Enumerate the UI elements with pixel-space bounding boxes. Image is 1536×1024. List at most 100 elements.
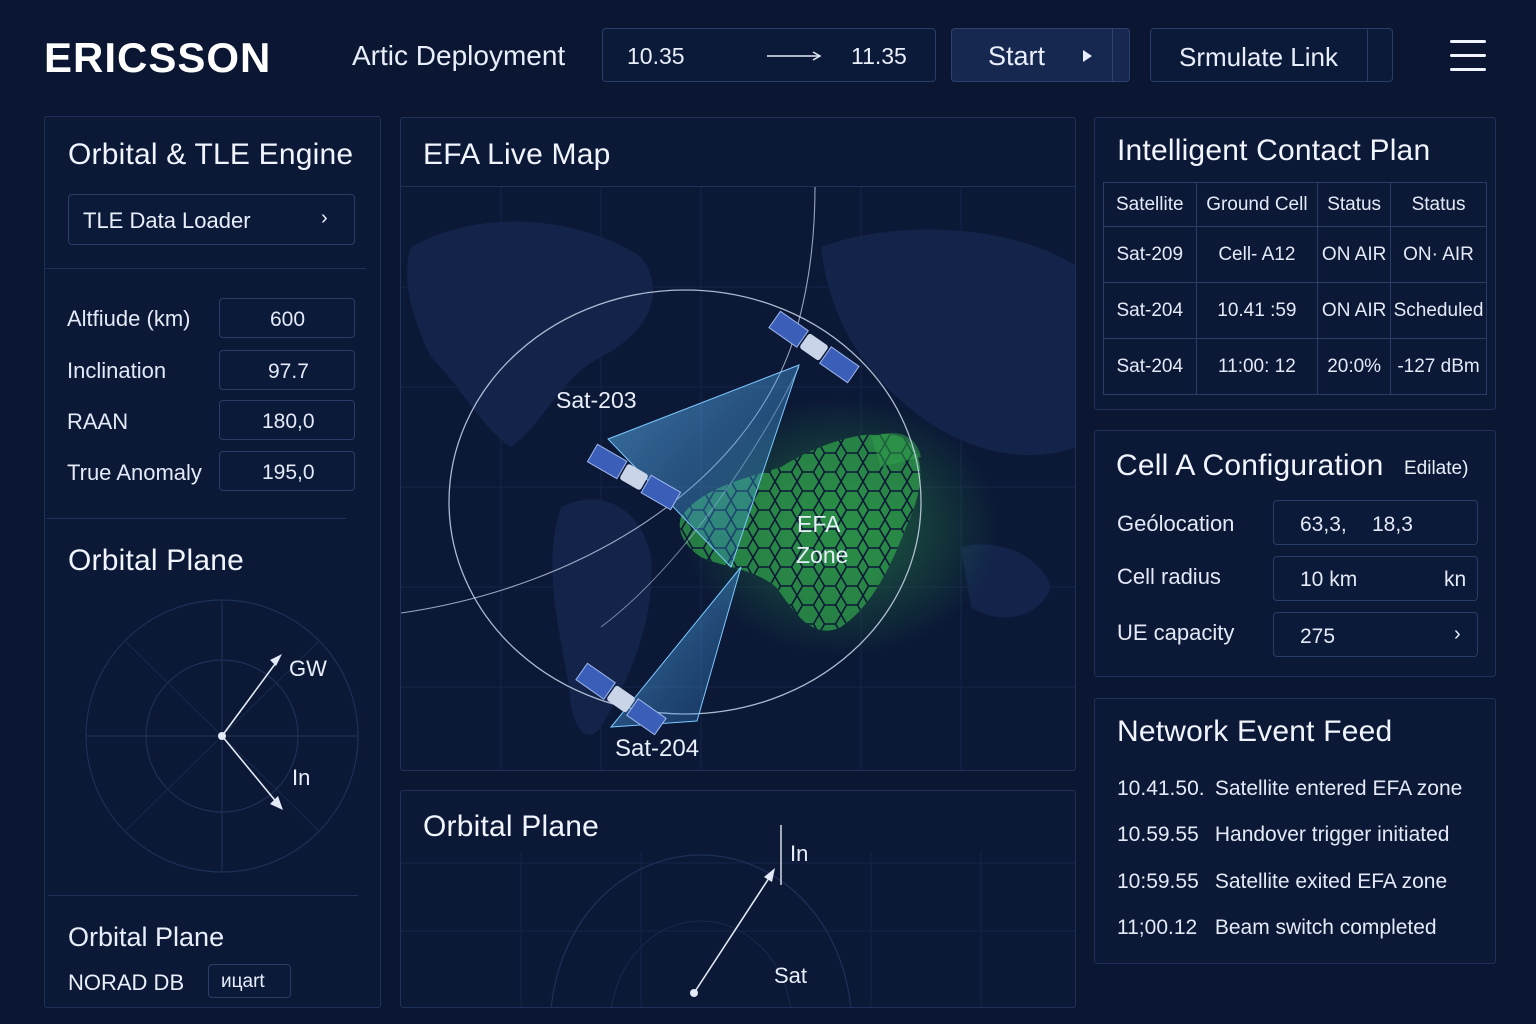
table-row[interactable]: Sat-204 11:00: 12 20:0% -127 dBm <box>1103 338 1487 395</box>
sat-204-label: Sat-204 <box>615 735 700 762</box>
geolocation-lon: 18,3 <box>1372 513 1413 536</box>
table-cell: ON AIR <box>1317 282 1392 339</box>
table-row[interactable]: Sat-204 10.41 :59 ON AIR Scheduled <box>1103 282 1487 339</box>
table-row[interactable]: Sat-209 Cell- A12 ON AIR ON· AIR <box>1103 226 1487 283</box>
in-label-left: In <box>292 765 311 790</box>
table-cell: 11:00: 12 <box>1195 338 1319 395</box>
tle-loader-label: TLE Data Loader <box>83 208 251 233</box>
deployment-title: Artic Deployment <box>352 40 566 71</box>
orbital-plane-bottom-title: Orbital Plane <box>423 810 600 843</box>
satellite-icon-204 <box>575 662 667 736</box>
altitude-input[interactable]: 600 <box>219 298 355 338</box>
start-button[interactable]: Start <box>951 28 1130 82</box>
event-row: 10.41.50. Satellite entered EFA zone <box>1117 777 1462 801</box>
true-anomaly-input[interactable]: 195,0 <box>219 451 355 491</box>
event-text: Satellite entered EFA zone <box>1214 777 1463 800</box>
contact-plan-table: Satellite Ground Cell Status Status Sat-… <box>1103 182 1487 395</box>
table-header-row: Satellite Ground Cell Status Status <box>1103 182 1487 227</box>
satellite-icon-top <box>768 310 860 384</box>
sat-label-bottom: Sat <box>774 963 808 988</box>
geolocation-lat: 63,3, <box>1300 513 1347 536</box>
true-anomaly-label: True Anomaly <box>67 460 202 485</box>
col-ground-cell: Ground Cell <box>1195 182 1319 227</box>
cell-config-title: Cell A Configuration <box>1116 449 1384 482</box>
norad-chart-button[interactable]: ицаrt <box>208 964 291 998</box>
norad-db-label: NORAD DB <box>68 970 185 995</box>
efa-zone-line1: EFA <box>797 511 841 537</box>
cell-radius-value: 10 km <box>1300 568 1358 591</box>
contact-plan-title: Intelligent Contact Plan <box>1117 134 1431 167</box>
event-time: 10.41.50. <box>1117 777 1205 800</box>
event-feed-title: Network Event Feed <box>1117 715 1393 748</box>
event-time: 10.59.55 <box>1117 823 1199 846</box>
cell-radius-label: Cell radius <box>1117 564 1221 589</box>
orbital-plane-bottom-panel <box>400 790 1076 1008</box>
raan-value: 180,0 <box>262 410 315 433</box>
table-cell: Scheduled <box>1390 282 1487 339</box>
table-cell: Sat-204 <box>1103 282 1197 339</box>
geolocation-label: Geólocation <box>1117 511 1235 536</box>
tle-data-loader-button[interactable]: TLE Data Loader › <box>68 194 355 245</box>
event-text: Handover trigger initiated <box>1214 823 1450 846</box>
live-map-title: EFA Live Map <box>423 138 611 171</box>
live-map-canvas[interactable] <box>401 187 1076 771</box>
event-feed-panel <box>1094 698 1496 964</box>
orbital-plane-left-title: Orbital Plane <box>68 544 245 577</box>
ue-capacity-label: UE capacity <box>1117 620 1235 645</box>
event-time: 10:59.55 <box>1117 870 1199 893</box>
time-end: 11.35 <box>851 43 907 69</box>
inclination-value: 97.7 <box>268 360 309 383</box>
altitude-value: 600 <box>270 308 306 331</box>
chevron-right-icon: › <box>321 207 328 229</box>
orbital-engine-title: Orbital & TLE Engine <box>68 138 354 171</box>
altitude-label: Altfiude (km) <box>67 306 191 331</box>
orbital-plane-footer-title: Orbital Plane <box>68 922 225 952</box>
time-start: 10.35 <box>627 43 685 69</box>
orbital-plane-bottom-diagram <box>401 825 1075 1007</box>
col-satellite: Satellite <box>1103 182 1197 227</box>
table-cell: ON AIR <box>1317 226 1392 283</box>
arrow-right-icon <box>767 51 822 61</box>
chevron-right-icon: › <box>1454 623 1461 645</box>
efa-zone-line2: Zone <box>796 542 849 568</box>
col-status-2: Status <box>1390 182 1487 227</box>
orbital-plane-polar-diagram <box>85 599 359 873</box>
event-row: 11;00.12 Beam switch completed <box>1117 916 1437 940</box>
event-text: Satellite exited EFA zone <box>1214 870 1448 893</box>
edit-link[interactable]: Edilate) <box>1404 458 1469 479</box>
table-cell: 20:0% <box>1317 338 1392 395</box>
hamburger-menu-icon[interactable] <box>1450 40 1486 72</box>
simulate-label: Srmulate Link <box>1179 42 1338 72</box>
cell-radius-unit: kn <box>1444 568 1467 591</box>
time-range-selector[interactable]: 10.35 11.35 <box>602 28 936 82</box>
cell-radius-input[interactable]: 10 km kn <box>1273 556 1478 601</box>
satellite-icon-203 <box>586 443 682 511</box>
table-cell: ON· AIR <box>1390 226 1487 283</box>
event-row: 10.59.55 Handover trigger initiated <box>1117 823 1449 847</box>
gw-label: GW <box>289 656 327 681</box>
simulate-link-button[interactable]: Srmulate Link <box>1150 28 1393 82</box>
ericsson-logo: ERICSSON <box>44 34 272 81</box>
raan-label: RAAN <box>67 409 129 434</box>
event-text: Beam switch completed <box>1214 916 1437 939</box>
sat-203-label: Sat-203 <box>556 387 637 413</box>
table-cell: Cell- A12 <box>1195 226 1319 283</box>
raan-input[interactable]: 180,0 <box>219 400 355 440</box>
ue-capacity-value: 275 <box>1300 625 1336 648</box>
start-label: Start <box>988 41 1046 71</box>
event-row: 10:59.55 Satellite exited EFA zone <box>1117 870 1447 894</box>
ue-capacity-select[interactable]: 275 › <box>1273 612 1478 657</box>
geolocation-input[interactable]: 63,3, 18,3 <box>1273 500 1478 545</box>
table-cell: -127 dBm <box>1390 338 1487 395</box>
event-time: 11;00.12 <box>1117 916 1198 939</box>
norad-button-label: ицаrt <box>221 971 265 992</box>
in-label-bottom: In <box>790 841 809 866</box>
inclination-label: Inclination <box>67 358 167 383</box>
left-panel <box>44 116 381 1008</box>
play-icon <box>1083 50 1092 62</box>
table-cell: Sat-204 <box>1103 338 1197 395</box>
table-cell: Sat-209 <box>1103 226 1197 283</box>
col-status: Status <box>1317 182 1392 227</box>
inclination-input[interactable]: 97.7 <box>219 350 355 390</box>
table-cell: 10.41 :59 <box>1195 282 1319 339</box>
